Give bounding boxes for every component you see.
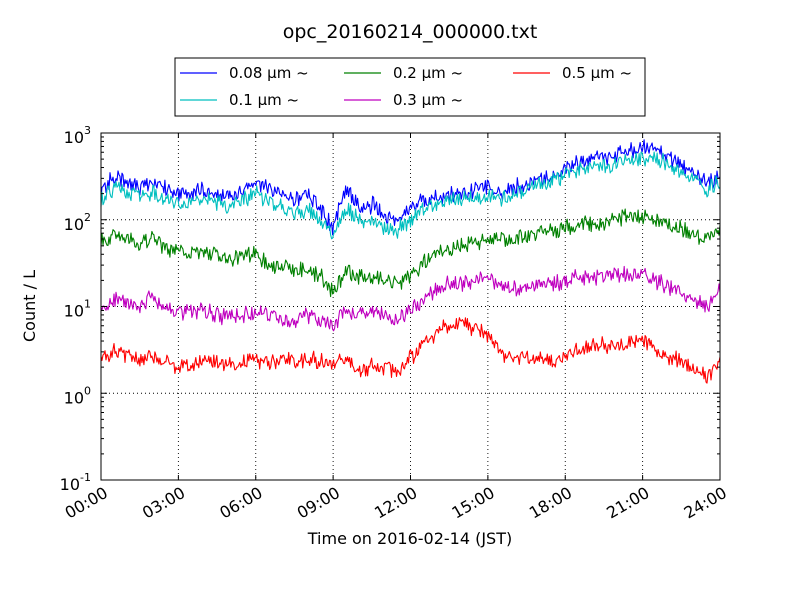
chart-title: opc_20160214_000000.txt <box>283 21 538 43</box>
series-lines <box>100 139 721 384</box>
y-tick-label: 101 <box>64 298 91 321</box>
legend-box <box>174 57 646 117</box>
legend-entry: 0.08 μm ~ <box>229 64 309 82</box>
legend-entry: 0.2 μm ~ <box>393 64 463 82</box>
legend-entry: 0.5 μm ~ <box>562 64 632 82</box>
legend-entry: 0.1 μm ~ <box>229 91 299 109</box>
legend: 0.08 μm ~ 0.1 μm ~ 0.2 μm ~ 0.3 μm ~ 0.5 μm … <box>174 57 646 117</box>
x-axis-label: Time on 2016-02-14 (JST) <box>307 529 512 548</box>
series-line <box>100 151 721 240</box>
series-line <box>100 317 721 384</box>
y-tick-label: 10-1 <box>60 471 91 494</box>
series-line <box>100 208 721 298</box>
y-tick-label: 100 <box>64 384 91 407</box>
legend-entry: 0.3 μm ~ <box>393 91 463 109</box>
y-tick-label: 103 <box>64 124 91 147</box>
y-tick-label: 102 <box>64 211 91 234</box>
y-axis-label: Count / L <box>20 270 39 342</box>
series-line <box>100 265 721 332</box>
series-line <box>100 139 721 236</box>
